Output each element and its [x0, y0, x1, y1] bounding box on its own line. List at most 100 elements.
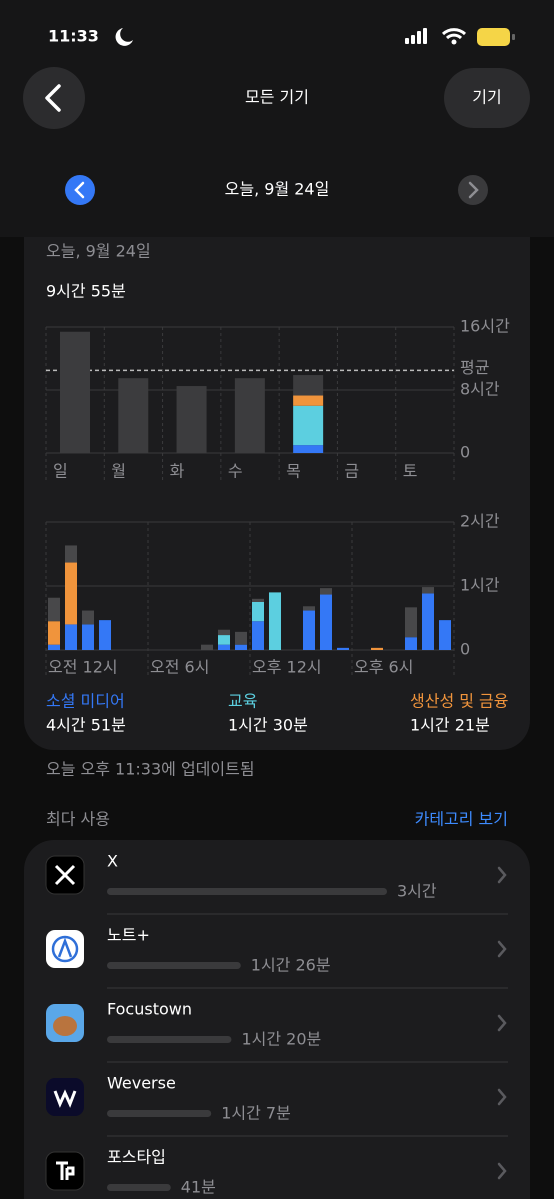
bar-segment [65, 624, 77, 650]
bar-segment [235, 631, 247, 645]
prev-day-button[interactable] [65, 175, 95, 205]
bar-segment [218, 629, 230, 636]
app-name: Focustown [107, 1000, 192, 1019]
bar-segment [252, 621, 264, 650]
moon-icon [115, 28, 133, 46]
x-tick-label: 오후 6시 [354, 658, 413, 677]
x-tick-label: 목 [286, 462, 301, 481]
status-time: 11:33 [48, 27, 99, 46]
bar-segment [82, 624, 94, 650]
wifi-dot [451, 39, 457, 45]
device-button-label: 기기 [472, 88, 501, 107]
bar-segment [303, 606, 315, 611]
x-tick-label: 일 [53, 462, 68, 481]
usage-label: 1시간 7분 [221, 1104, 291, 1123]
usage-label: 1시간 26분 [251, 956, 331, 975]
bar-segment [234, 378, 265, 453]
legend-total: 1시간 30분 [228, 716, 308, 735]
usage-label: 1시간 20분 [241, 1030, 321, 1049]
row-chevron [497, 866, 507, 884]
summary-date: 오늘, 9월 24일 [46, 242, 151, 261]
summary-card [24, 200, 530, 750]
usage-bar [107, 962, 241, 969]
row-chevron [497, 1088, 507, 1106]
bar-segment [439, 620, 451, 650]
date-nav-label: 오늘, 9월 24일 [225, 180, 330, 199]
bar-segment [320, 588, 332, 595]
usage-label: 3시간 [397, 882, 437, 901]
y-tick-label: 0 [460, 443, 470, 462]
x-tick-label: 오전 12시 [48, 658, 118, 677]
bar-segment [371, 647, 383, 650]
usage-bar [107, 1110, 212, 1117]
app-row[interactable] [24, 1136, 530, 1199]
bar-segment [405, 637, 417, 650]
updated-note: 오늘 오후 11:33에 업데이트됨 [46, 760, 255, 779]
app-name: 포스타입 [107, 1148, 166, 1167]
battery-icon [477, 28, 510, 46]
apps-card [24, 840, 530, 1199]
y-tick-label: 8시간 [460, 380, 500, 399]
battery-tip [512, 34, 515, 40]
row-chevron [497, 1014, 507, 1032]
app-icon-glyph [54, 864, 76, 886]
app-row[interactable] [24, 914, 530, 988]
bar-segment [235, 644, 247, 650]
app-icon-glyph [53, 1089, 77, 1108]
app-icon-glyph [57, 937, 73, 958]
section-title: 최다 사용 [46, 810, 110, 829]
x-tick-label: 화 [170, 462, 185, 481]
bar-segment [48, 597, 60, 622]
usage-bar [107, 1184, 171, 1191]
bar-segment [293, 395, 324, 406]
bar-segment [65, 545, 77, 563]
usage-bar [107, 888, 387, 895]
row-chevron [497, 1162, 507, 1180]
legend-total: 4시간 51분 [46, 716, 126, 735]
bar-segment [218, 644, 230, 650]
x-tick-label: 오후 12시 [252, 658, 322, 677]
bar-segment [337, 647, 349, 650]
average-label: 평균 [460, 358, 489, 377]
back-button[interactable] [23, 67, 85, 129]
bar-segment [60, 331, 90, 453]
bar-segment [201, 644, 213, 650]
legend-name: 소셜 미디어 [46, 692, 125, 711]
app-name: Weverse [107, 1074, 176, 1093]
y-tick-label: 1시간 [460, 576, 500, 595]
y-tick-label: 2시간 [460, 512, 500, 531]
bar-segment [252, 602, 264, 622]
app-icon-glyph [56, 1161, 75, 1180]
prev-chevron [74, 181, 85, 199]
x-tick-label: 금 [344, 462, 359, 481]
app-row[interactable] [24, 1062, 530, 1136]
x-tick-label: 수 [228, 462, 243, 481]
bar-segment [293, 375, 324, 396]
category-link[interactable]: 카테고리 보기 [415, 810, 508, 829]
bar-segment [293, 445, 324, 453]
next-day-button[interactable] [458, 175, 488, 205]
y-tick-label: 0 [460, 640, 470, 659]
bar-segment [48, 621, 60, 645]
bar-segment [422, 593, 434, 650]
bar-segment [422, 587, 434, 594]
app-icon-glyph [51, 935, 79, 963]
app-icon-glyph [53, 1016, 77, 1036]
row-chevron [497, 940, 507, 958]
header-title: 모든 기기 [245, 88, 309, 107]
bar-segment [82, 610, 94, 625]
app-row[interactable] [24, 840, 530, 914]
bar-segment [405, 607, 417, 638]
app-icon [46, 930, 84, 968]
bar-segment [269, 592, 281, 650]
device-button[interactable] [444, 68, 530, 128]
app-name: 노트+ [107, 926, 150, 945]
x-tick-label: 오전 6시 [150, 658, 209, 677]
signal-icon [405, 28, 427, 44]
app-row[interactable] [24, 988, 530, 1062]
bar-segment [303, 610, 315, 650]
bar-segment [252, 598, 264, 602]
